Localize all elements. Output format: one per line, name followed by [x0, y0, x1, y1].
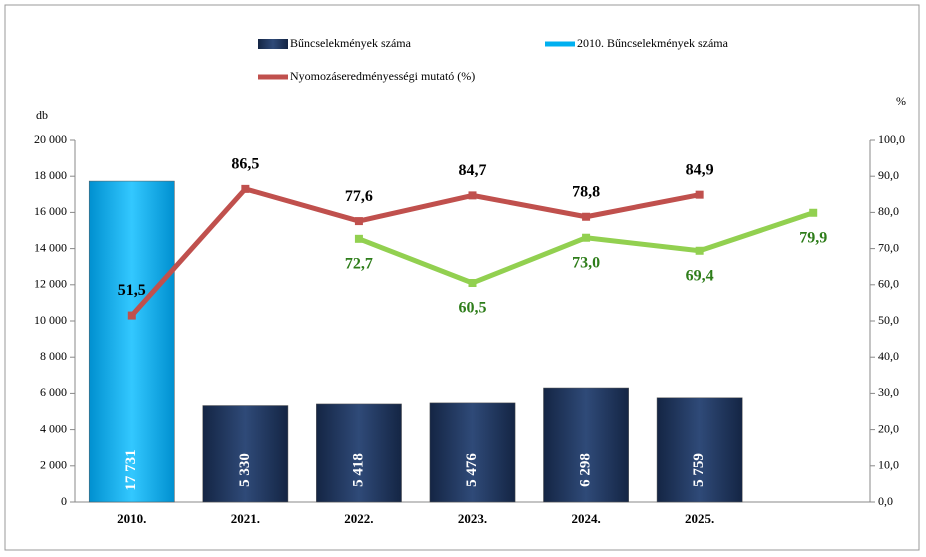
y2-tick-label: 40,0 — [878, 349, 899, 363]
line-value-label: 60,5 — [459, 300, 487, 317]
y2-tick-label: 90,0 — [878, 168, 899, 182]
x-tick-label: 2021. — [231, 511, 260, 526]
line-point — [241, 185, 249, 193]
bar-value-label: 5 418 — [350, 453, 366, 487]
line-point — [582, 213, 590, 221]
line-value-label: 84,7 — [459, 162, 487, 179]
line-point — [696, 247, 704, 255]
y-tick-label: 20 000 — [34, 132, 67, 146]
legend-label: Bűncselekmények száma — [290, 36, 412, 50]
line-value-label: 73,0 — [572, 254, 600, 271]
y-tick-label: 10 000 — [34, 313, 67, 327]
y2-tick-label: 60,0 — [878, 277, 899, 291]
y2-tick-label: 50,0 — [878, 313, 899, 327]
line-point — [355, 217, 363, 225]
y-tick-label: 16 000 — [34, 204, 67, 218]
y-tick-label: 4 000 — [40, 421, 67, 435]
y-tick-label: 2 000 — [40, 458, 67, 472]
line-value-label: 69,4 — [686, 267, 714, 284]
legend-label: 2010. Bűncselekmények száma — [577, 36, 729, 50]
bar-value-label: 5 759 — [691, 453, 707, 487]
legend-label: Nyomozáseredményességi mutató (%) — [290, 69, 475, 83]
y2-tick-label: 0,0 — [878, 494, 893, 508]
bar-value-label: 5 330 — [237, 453, 253, 487]
x-tick-label: 2023. — [458, 511, 487, 526]
x-tick-label: 2025. — [685, 511, 714, 526]
y-axis-title: db — [36, 108, 48, 122]
line-value-label: 79,9 — [799, 229, 827, 246]
y-tick-label: 14 000 — [34, 240, 67, 254]
x-tick-label: 2024. — [571, 511, 600, 526]
y-tick-label: 12 000 — [34, 277, 67, 291]
x-tick-label: 2022. — [344, 511, 373, 526]
legend-swatch — [258, 39, 288, 49]
y2-tick-label: 70,0 — [878, 240, 899, 254]
line-point — [809, 209, 817, 217]
line-value-label: 84,9 — [686, 161, 714, 178]
bar-value-label: 5 476 — [464, 453, 480, 487]
line-point — [128, 312, 136, 320]
y2-axis-title: % — [896, 94, 906, 108]
y-tick-label: 6 000 — [40, 385, 67, 399]
line-value-label: 51,5 — [118, 282, 146, 299]
line-point — [355, 235, 363, 243]
line-point — [582, 234, 590, 242]
line-point — [469, 191, 477, 199]
y2-tick-label: 80,0 — [878, 204, 899, 218]
line-value-label: 86,5 — [231, 156, 259, 173]
chart: db % 0 2 000 4 000 6 000 8 000 10 000 12 000 14… — [0, 0, 926, 557]
line-value-label: 77,6 — [345, 188, 373, 205]
line-point — [469, 279, 477, 287]
line-value-label: 72,7 — [345, 255, 373, 272]
y-tick-label: 18 000 — [34, 168, 67, 182]
x-tick-label: 2010. — [117, 511, 146, 526]
bar-value-label: 6 298 — [578, 453, 594, 487]
y2-tick-label: 20,0 — [878, 421, 899, 435]
y2-tick-label: 30,0 — [878, 385, 899, 399]
bar-value-label: 17 731 — [123, 449, 139, 490]
y-tick-label: 0 — [61, 494, 67, 508]
line-point — [696, 191, 704, 199]
line-value-label: 78,8 — [572, 183, 600, 200]
y2-tick-label: 10,0 — [878, 458, 899, 472]
y2-tick-label: 100,0 — [878, 132, 905, 146]
y-tick-label: 8 000 — [40, 349, 67, 363]
